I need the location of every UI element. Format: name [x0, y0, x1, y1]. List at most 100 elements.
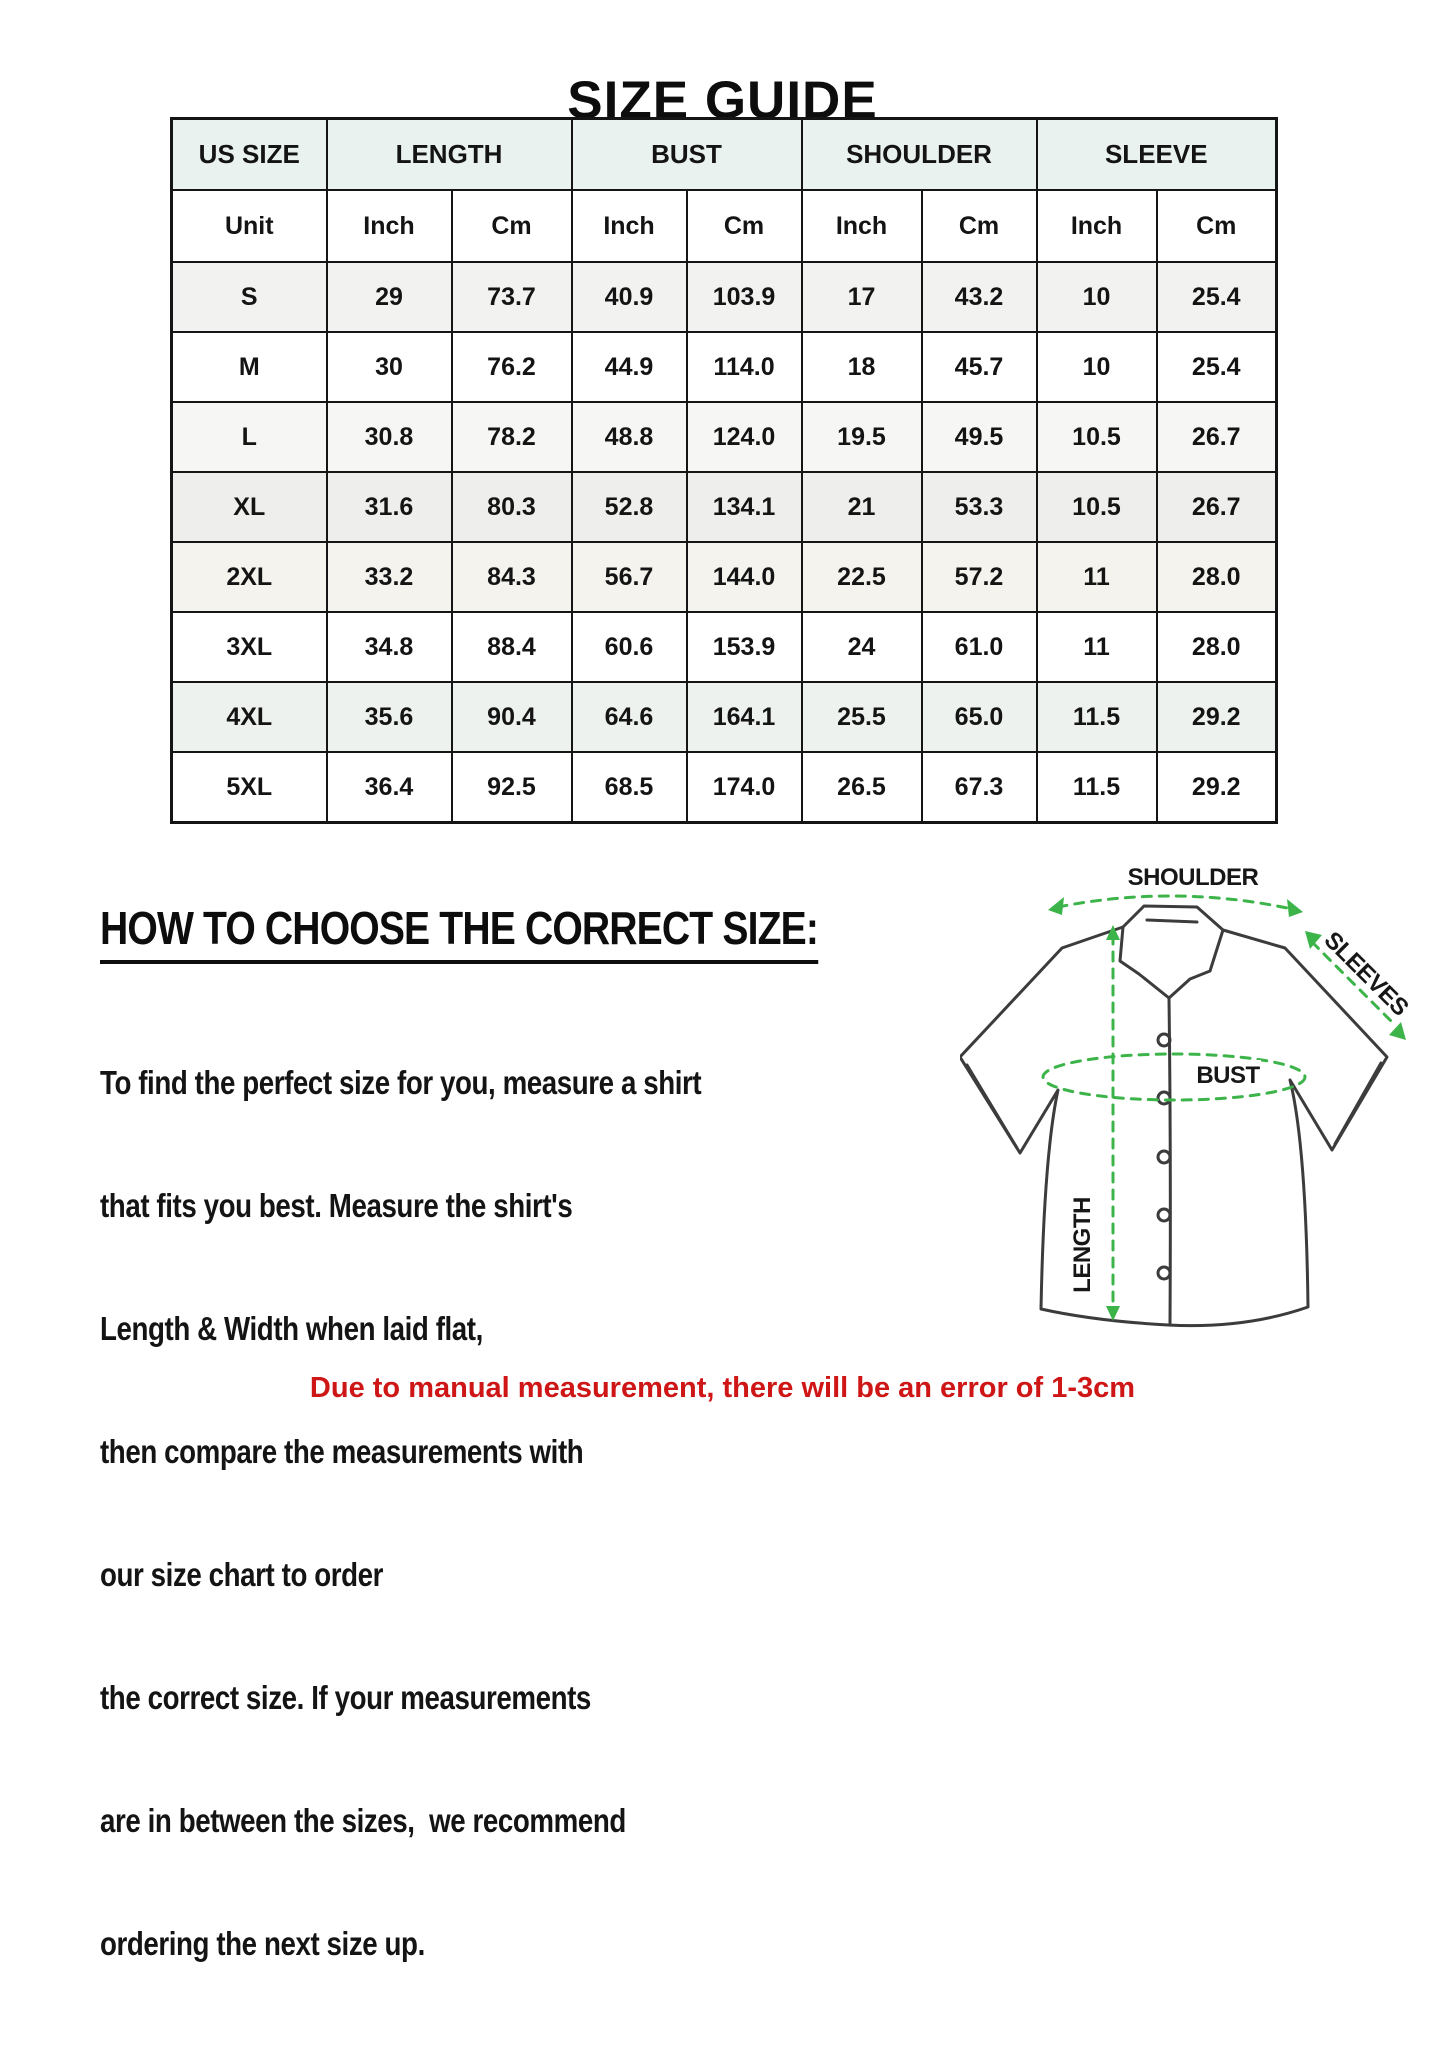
button-dot: [1156, 1265, 1172, 1281]
sleeves-arrowhead-bottom: [1389, 1022, 1406, 1040]
value-cell: 21: [800, 471, 923, 543]
value-cell: 40.9: [570, 261, 688, 333]
value-cell: 35.6: [325, 681, 453, 753]
value-cell: 88.4: [450, 611, 573, 683]
length-arrowhead-bottom: [1106, 1306, 1120, 1321]
how-to-choose-paragraph: To find the perfect size for you, measur…: [100, 980, 822, 2046]
value-cell: 25.5: [800, 681, 923, 753]
group-header-sleeve: SLEEVE: [1035, 117, 1278, 191]
paragraph-line: ordering the next size up.: [100, 1925, 425, 1962]
shirt-measurement-diagram: SHOULDER SLEEVES BUST LENGTH: [958, 855, 1445, 1345]
paragraph-line: that fits you best. Measure the shirt's: [100, 1187, 573, 1224]
length-label: LENGTH: [1069, 1197, 1096, 1293]
collar-band: [1145, 918, 1199, 924]
unit-cell: Cm: [1155, 189, 1278, 263]
shoulder-arrowhead-left: [1048, 897, 1064, 915]
value-cell: 17: [800, 261, 923, 333]
value-cell: 68.5: [570, 751, 688, 824]
size-cell: 2XL: [170, 541, 328, 613]
table-row: M 30 76.2 44.9 114.0 18 45.7 10 25.4: [170, 331, 1278, 403]
group-header-us-size: US SIZE: [170, 117, 328, 191]
value-cell: 19.5: [800, 401, 923, 473]
unit-header-cell: Unit: [170, 189, 328, 263]
left-cuff-line: [965, 1063, 1019, 1150]
value-cell: 26.5: [800, 751, 923, 824]
value-cell: 103.9: [685, 261, 803, 333]
value-cell: 49.5: [920, 401, 1038, 473]
value-cell: 114.0: [685, 331, 803, 403]
value-cell: 10.5: [1035, 401, 1158, 473]
group-header-bust: BUST: [570, 117, 803, 191]
unit-cell: Cm: [920, 189, 1038, 263]
value-cell: 18: [800, 331, 923, 403]
value-cell: 11: [1035, 541, 1158, 613]
unit-cell: Inch: [800, 189, 923, 263]
value-cell: 29.2: [1155, 751, 1278, 824]
shoulder-measure-arc: [1056, 894, 1294, 911]
unit-cell: Cm: [450, 189, 573, 263]
table-row: L 30.8 78.2 48.8 124.0 19.5 49.5 10.5 26.7: [170, 401, 1278, 473]
size-cell: 3XL: [170, 611, 328, 683]
table-row: S 29 73.7 40.9 103.9 17 43.2 10 25.4: [170, 261, 1278, 333]
size-guide-page: { "page": { "title": "SIZE GUIDE", "note…: [100, 70, 1445, 1962]
value-cell: 57.2: [920, 541, 1038, 613]
shirt-diagram-svg: SHOULDER SLEEVES BUST LENGTH: [958, 864, 1414, 1328]
value-cell: 44.9: [570, 331, 688, 403]
value-cell: 61.0: [920, 611, 1038, 683]
collar-right-lapel: [1167, 928, 1225, 1000]
value-cell: 67.3: [920, 751, 1038, 824]
value-cell: 153.9: [685, 611, 803, 683]
unit-cell: Inch: [570, 189, 688, 263]
value-cell: 28.0: [1155, 611, 1278, 683]
size-chart-table: US SIZE LENGTH BUST SHOULDER SLEEVE Unit…: [170, 117, 1279, 824]
value-cell: 25.4: [1155, 261, 1278, 333]
value-cell: 78.2: [450, 401, 573, 473]
how-to-choose-section: HOW TO CHOOSE THE CORRECT SIZE: To find …: [100, 901, 880, 2046]
size-cell: XL: [170, 471, 328, 543]
shoulder-arrowhead-right: [1287, 899, 1303, 917]
table-row: XL 31.6 80.3 52.8 134.1 21 53.3 10.5 26.7: [170, 471, 1278, 543]
value-cell: 24: [800, 611, 923, 683]
value-cell: 52.8: [570, 471, 688, 543]
value-cell: 84.3: [450, 541, 573, 613]
paragraph-line: are in between the sizes, we recommend: [100, 1802, 626, 1839]
value-cell: 90.4: [450, 681, 573, 753]
size-cell: M: [170, 331, 328, 403]
collar-left-lapel: [1118, 925, 1171, 1000]
size-cell: S: [170, 261, 328, 333]
unit-cell: Inch: [1035, 189, 1158, 263]
how-to-choose-heading: HOW TO CHOOSE THE CORRECT SIZE:: [100, 901, 819, 964]
button-dot: [1156, 1207, 1172, 1223]
value-cell: 124.0: [685, 401, 803, 473]
value-cell: 34.8: [325, 611, 453, 683]
value-cell: 144.0: [685, 541, 803, 613]
table-group-header-row: US SIZE LENGTH BUST SHOULDER SLEEVE: [170, 117, 1278, 191]
shoulder-label: SHOULDER: [1128, 864, 1259, 891]
value-cell: 48.8: [570, 401, 688, 473]
group-header-shoulder: SHOULDER: [800, 117, 1038, 191]
sleeves-arrowhead-top: [1305, 931, 1322, 949]
paragraph-line: Length & Width when laid flat,: [100, 1310, 483, 1347]
unit-cell: Cm: [685, 189, 803, 263]
value-cell: 33.2: [325, 541, 453, 613]
size-cell: 4XL: [170, 681, 328, 753]
value-cell: 134.1: [685, 471, 803, 543]
value-cell: 28.0: [1155, 541, 1278, 613]
bust-measure-ellipse: [1041, 1052, 1307, 1102]
button-dot: [1156, 1032, 1172, 1048]
value-cell: 10: [1035, 261, 1158, 333]
paragraph-line: To find the perfect size for you, measur…: [100, 1064, 702, 1101]
size-cell: L: [170, 401, 328, 473]
value-cell: 73.7: [450, 261, 573, 333]
button-dot: [1156, 1090, 1172, 1106]
length-arrowhead-top: [1106, 925, 1120, 940]
size-cell: 5XL: [170, 751, 328, 824]
table-row: 5XL 36.4 92.5 68.5 174.0 26.5 67.3 11.5 29.2: [170, 751, 1278, 824]
sleeves-measure-line: [1310, 940, 1398, 1028]
value-cell: 164.1: [685, 681, 803, 753]
paragraph-line: our size chart to order: [100, 1556, 384, 1593]
value-cell: 43.2: [920, 261, 1038, 333]
value-cell: 11.5: [1035, 751, 1158, 824]
value-cell: 30.8: [325, 401, 453, 473]
table-row: 2XL 33.2 84.3 56.7 144.0 22.5 57.2 11 28.0: [170, 541, 1278, 613]
